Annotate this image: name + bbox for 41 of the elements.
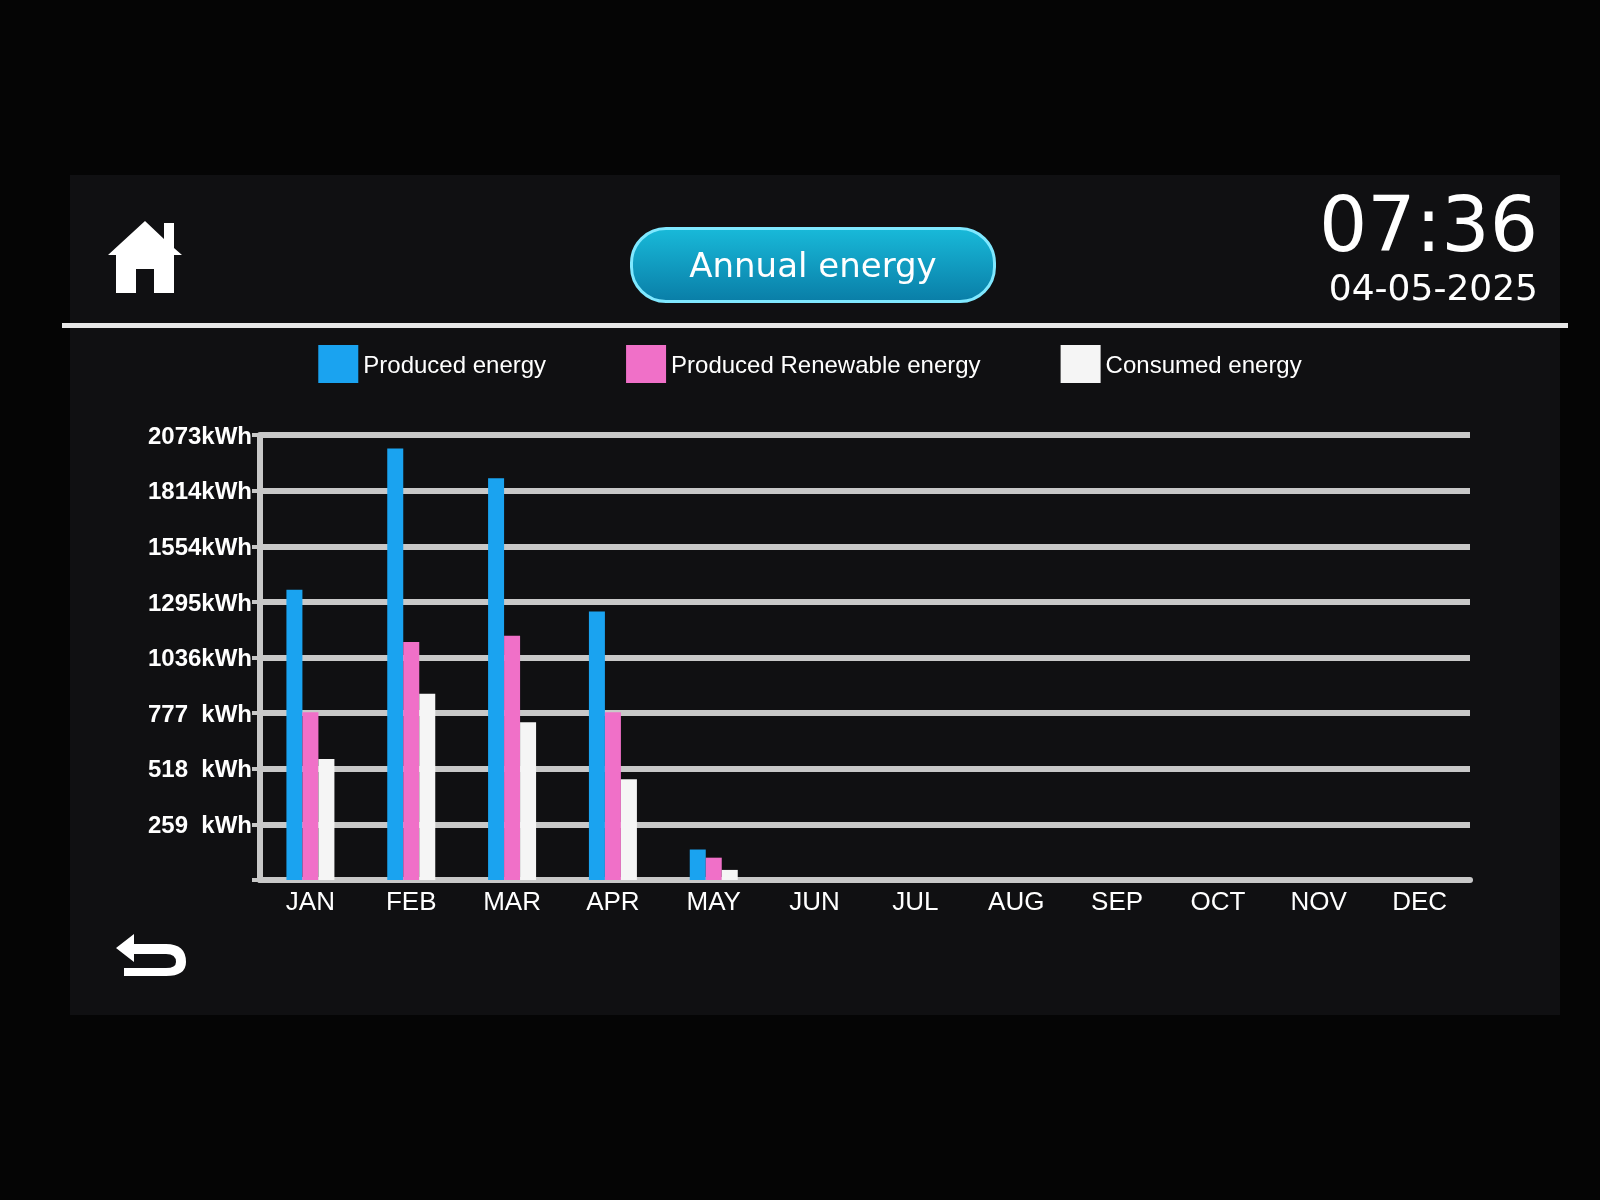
y-tick-label: 1814kWh: [147, 477, 252, 505]
bar: [387, 448, 404, 880]
legend-label: Produced energy: [363, 350, 547, 378]
bar: [588, 611, 605, 880]
y-tick-label: 777 kWh: [147, 699, 252, 727]
bar: [403, 641, 420, 880]
bar: [689, 849, 706, 880]
x-tick-label: JAN: [285, 886, 335, 916]
y-tick-label: 1554kWh: [147, 532, 252, 560]
x-tick-label: JUL: [892, 886, 939, 916]
bar: [419, 693, 436, 880]
x-tick-label: APR: [586, 886, 640, 916]
x-tick-label: NOV: [1290, 886, 1348, 916]
bar: [504, 635, 521, 880]
bar: [488, 478, 505, 880]
x-tick-label: SEP: [1091, 886, 1144, 916]
x-tick-label: AUG: [988, 886, 1045, 916]
x-tick-label: DEC: [1392, 886, 1448, 916]
text: 07:36: [1318, 180, 1538, 269]
bar: [520, 722, 537, 880]
bar: [604, 712, 621, 880]
x-tick-label: MAY: [686, 886, 741, 916]
x-tick-label: JUN: [789, 886, 840, 916]
x-tick-label: OCT: [1190, 886, 1246, 916]
y-tick-label: 1036kWh: [147, 644, 252, 672]
legend-label: Produced Renewable energy: [671, 350, 981, 378]
y-tick-label: 518 kWh: [147, 755, 252, 783]
bar: [286, 589, 303, 880]
x-tick-label: MAR: [483, 886, 541, 916]
legend-label: Consumed energy: [1105, 350, 1302, 378]
y-tick-label: 259 kWh: [147, 810, 252, 838]
bar: [721, 869, 738, 880]
chart-title: Annual energy: [630, 227, 996, 303]
bar: [620, 779, 637, 880]
text: 04-05-2025: [1328, 267, 1538, 308]
bar: [318, 758, 335, 880]
y-tick-label: 2073kWh: [147, 421, 252, 449]
y-tick-label: 1295kWh: [147, 588, 252, 616]
bar: [705, 857, 722, 880]
x-tick-label: FEB: [385, 886, 437, 916]
bar: [302, 712, 319, 880]
